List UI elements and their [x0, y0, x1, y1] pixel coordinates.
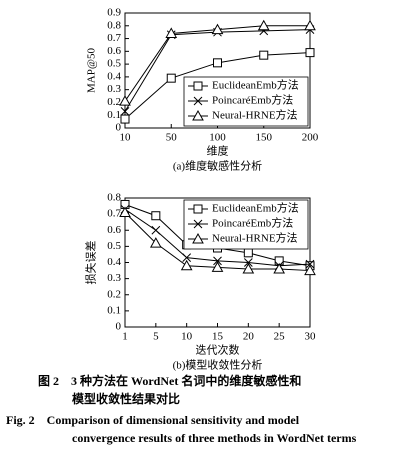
x-tick-label: 10 — [181, 331, 193, 343]
y-tick-label: 0.4 — [107, 70, 121, 82]
y-axis-label: 损失误差 — [84, 241, 98, 285]
marker — [182, 253, 192, 263]
marker — [257, 19, 270, 31]
x-tick-label: 200 — [302, 132, 319, 144]
legend-marker — [192, 109, 204, 121]
caption-line: Fig. 2 Comparison of dimensional sensiti… — [6, 413, 300, 427]
x-tick-label: 150 — [256, 132, 273, 144]
legend-marker — [192, 232, 204, 244]
legend-marker — [193, 204, 203, 214]
y-tick-label: 0 — [116, 321, 122, 333]
marker — [165, 27, 178, 38]
y-tick-label: 0 — [116, 122, 122, 134]
x-tick-label: 10 — [120, 132, 132, 144]
x-axis-label: 迭代次数 — [196, 343, 240, 357]
marker — [120, 107, 130, 116]
marker — [149, 237, 162, 248]
y-tick-label: 0.6 — [107, 224, 121, 236]
marker — [304, 19, 316, 31]
marker — [259, 50, 269, 60]
y-tick-label: 0.3 — [107, 272, 121, 284]
y-axis-label: MAP@50 — [86, 48, 98, 93]
marker — [273, 262, 286, 274]
legend-marker — [193, 81, 203, 91]
marker — [243, 248, 253, 258]
legend-label: Neural-HRNE方法 — [212, 231, 298, 245]
y-tick-label: 0.8 — [107, 192, 121, 204]
legend-label: PoincaréEmb方法 — [212, 216, 293, 230]
marker — [243, 258, 253, 267]
x-axis-label: 维度 — [207, 144, 229, 158]
x-tick-label: 5 — [153, 331, 159, 343]
y-tick-label: 0.5 — [107, 240, 121, 252]
marker — [213, 58, 222, 68]
x-tick-label: 30 — [305, 331, 317, 343]
subtitle: (a)维度敏感性分析 — [173, 159, 262, 173]
marker — [166, 73, 176, 83]
legend-label: EuclideanEmb方法 — [212, 201, 299, 215]
x-tick-label: 100 — [209, 132, 226, 144]
legend-label: Neural-HRNE方法 — [212, 108, 298, 122]
caption-line: 模型收敛性结果对比 — [72, 391, 180, 406]
x-tick-label: 15 — [212, 331, 224, 343]
caption-line: convergence results of three methods in … — [72, 431, 357, 445]
legend-label: EuclideanEmb方法 — [212, 78, 299, 92]
y-tick-label: 0.4 — [107, 256, 121, 268]
y-tick-label: 0.5 — [107, 58, 121, 70]
marker — [305, 48, 315, 58]
legend-marker — [193, 219, 203, 229]
marker — [304, 264, 316, 276]
x-tick-label: 50 — [166, 132, 178, 144]
y-tick-label: 0.2 — [107, 288, 121, 300]
caption-line: 图 2 3 种方法在 WordNet 名词中的维度敏感性和 — [38, 373, 301, 388]
marker — [151, 225, 161, 235]
y-tick-label: 0.1 — [107, 109, 121, 121]
x-tick-label: 25 — [274, 331, 286, 343]
marker — [211, 261, 224, 272]
legend-label: PoincaréEmb方法 — [212, 93, 293, 107]
marker — [151, 211, 161, 221]
marker — [211, 23, 224, 35]
y-tick-label: 0.1 — [107, 304, 121, 316]
marker — [242, 262, 255, 274]
y-tick-label: 0.9 — [107, 7, 121, 19]
marker — [213, 256, 222, 266]
y-tick-label: 0.6 — [107, 45, 121, 57]
marker — [119, 95, 131, 106]
marker — [305, 259, 315, 269]
y-tick-label: 0.7 — [107, 208, 121, 220]
marker — [120, 114, 130, 124]
y-tick-label: 0.7 — [107, 32, 121, 44]
y-tick-label: 0.3 — [107, 83, 121, 95]
x-tick-label: 20 — [243, 331, 255, 343]
marker — [119, 206, 131, 218]
x-tick-label: 1 — [122, 331, 128, 343]
y-tick-label: 0.2 — [107, 96, 121, 108]
y-tick-label: 0.8 — [107, 19, 121, 31]
legend-marker — [193, 96, 203, 106]
marker — [180, 259, 193, 271]
subtitle: (b)模型收敛性分析 — [173, 358, 263, 372]
